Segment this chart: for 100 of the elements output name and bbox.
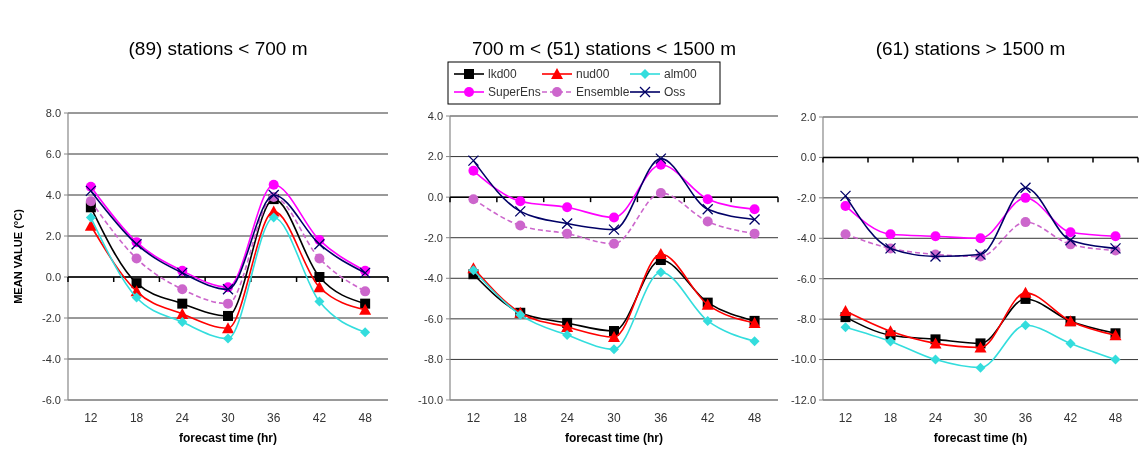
point [85,196,96,207]
y-tick-label: -2.0 [424,231,443,244]
x-tick-label: 36 [1018,411,1033,425]
point [1019,286,1032,298]
y-tick-label: -12.0 [790,393,816,406]
point [514,205,526,217]
y-tick-label: 0.0 [427,190,443,203]
point [1020,217,1031,228]
x-axis-title: forecast time (hr) [564,431,664,445]
chart-title: 700 m < (51) stations < 1500 m [471,38,737,59]
y-tick-label: 2.0 [800,110,816,123]
point [467,154,480,167]
y-tick-label: 8.0 [45,106,61,119]
point [702,203,714,215]
y-tick-label: -10.0 [790,353,816,366]
point [222,322,234,334]
point [609,212,619,223]
point [131,278,142,289]
point [562,202,573,213]
point [1020,320,1031,331]
point [885,229,896,240]
point [930,231,941,242]
x-tick-label: 30 [607,411,621,425]
point [1020,192,1031,203]
y-tick-label: 2.0 [427,150,443,163]
point [131,253,142,264]
point [314,296,325,307]
point [929,337,942,349]
point [268,212,279,223]
x-tick-label: 18 [129,411,144,425]
point [840,322,851,333]
point [468,165,479,176]
point [655,267,666,278]
y-tick-label: -6.0 [797,272,816,285]
point [609,344,619,355]
point [975,362,986,373]
x-tick-label: 48 [1108,411,1123,425]
chart-title: (89) stations < 700 m [128,38,308,59]
point [884,325,897,337]
point [749,204,760,215]
point [314,272,325,282]
point [702,315,713,326]
point [608,331,620,343]
x-tick-label: 48 [747,411,762,425]
point [749,336,760,347]
x-tick-label: 18 [883,411,898,425]
y-tick-label: -6.0 [42,393,61,406]
point [609,238,619,249]
x-tick-label: 48 [358,411,373,425]
legend-label: lkd00 [488,67,518,82]
y-tick-label: 0.0 [45,270,61,283]
legend-label: Ensemble [576,85,630,100]
y-tick-label: -8.0 [797,312,816,325]
point [702,216,713,227]
legend-label: nud00 [576,67,610,82]
point [177,284,188,295]
point [176,307,189,319]
y-axis-title: MEAN VALUE (°C) [12,208,24,304]
point [359,303,372,315]
point [1110,354,1121,365]
x-axis-title: forecast time (h) [933,431,1028,445]
y-tick-label: 4.0 [45,188,61,201]
point [974,341,987,353]
point [654,247,667,259]
x-tick-label: 18 [513,411,528,425]
point [702,194,713,205]
y-tick-label: 6.0 [45,147,61,160]
point [975,233,986,244]
x-tick-label: 36 [654,411,668,425]
point [655,152,667,165]
point [840,200,851,211]
point [562,228,573,239]
x-tick-label: 24 [928,411,943,425]
point [515,196,526,207]
point [839,305,852,317]
legend-label: SuperEns [488,85,541,100]
point [313,281,326,293]
point [1065,338,1076,349]
point [561,320,574,332]
point [360,286,371,297]
x-tick-label: 36 [267,411,281,425]
point [85,185,97,197]
y-tick-label: 4.0 [427,109,443,122]
x-tick-label: 24 [560,411,575,425]
x-tick-label: 42 [701,411,715,425]
x-tick-label: 24 [175,411,190,425]
point [885,336,896,347]
y-tick-label: 0.0 [800,151,816,164]
point [131,292,142,303]
point [1019,182,1032,194]
x-tick-label: 30 [221,411,235,425]
y-tick-label: -4.0 [42,352,61,365]
x-tick-label: 42 [312,411,327,425]
y-tick-label: -4.0 [424,272,443,285]
point [1065,227,1076,238]
point [562,330,573,341]
point [85,212,96,223]
point [223,298,233,309]
point [561,217,573,230]
y-tick-label: -4.0 [797,232,816,245]
